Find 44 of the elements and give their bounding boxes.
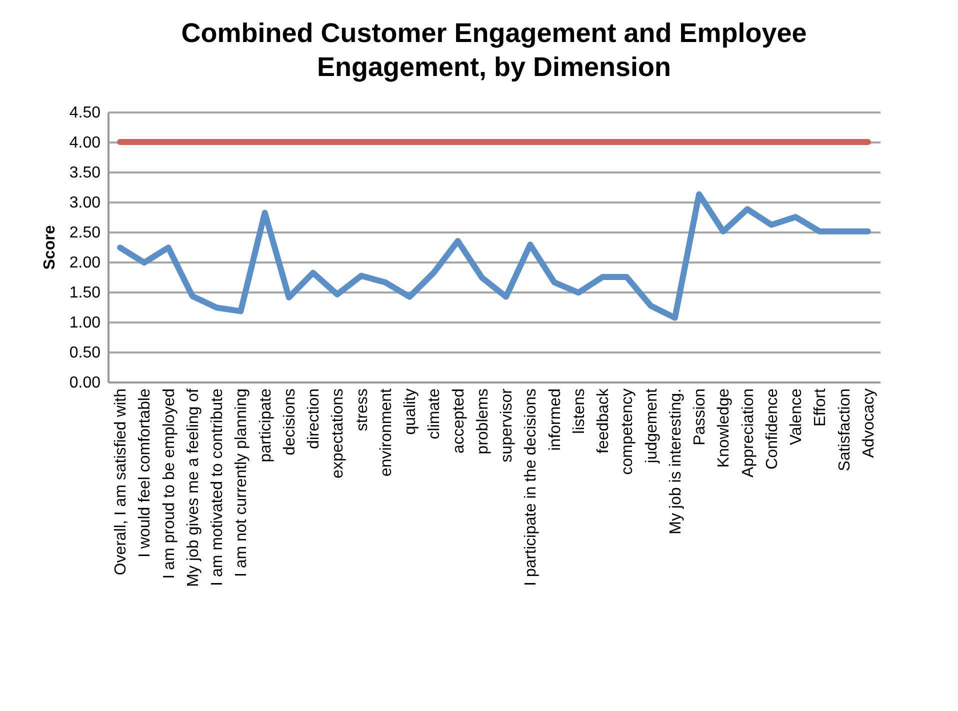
x-tick-label: My job is interesting. (667, 388, 684, 534)
y-tick-label: 0.00 (69, 374, 101, 392)
x-tick-label: Satisfaction (836, 388, 854, 472)
x-tick-label: informed (546, 388, 564, 451)
x-tick-label: I would feel comfortable (136, 388, 154, 558)
x-tick-label: I am motivated to contribute (209, 388, 226, 586)
x-tick-label: competency (619, 388, 636, 475)
x-tick-label: supervisor (498, 388, 516, 462)
y-tick-label: 4.00 (69, 134, 101, 152)
x-tick-label: direction (306, 388, 323, 449)
x-tick-label: Advocacy (860, 388, 878, 458)
x-tick-label: judgement (643, 388, 660, 464)
x-tick-label: I am not currently planning (233, 388, 250, 578)
y-tick-label: 3.50 (69, 164, 101, 182)
x-tick-label: Knowledge (716, 388, 733, 468)
x-tick-label: My job gives me a feeling of (184, 388, 202, 587)
y-tick-label: 2.00 (69, 254, 101, 272)
x-tick-label: participate (257, 388, 274, 462)
y-tick-label: 2.50 (69, 224, 101, 242)
y-tick-label: 0.50 (69, 344, 101, 362)
x-tick-label: problems (474, 388, 492, 454)
y-tick-label: 3.00 (69, 194, 101, 212)
x-tick-label: I am proud to be employed (160, 388, 178, 579)
y-tick-label: 4.50 (69, 104, 101, 122)
x-tick-label: expectations (330, 388, 347, 478)
x-tick-label: feedback (595, 388, 612, 454)
chart-title: Combined Customer Engagement and Employee Engagement, by Dimension (181, 18, 807, 82)
x-tick-label: Confidence (764, 388, 781, 470)
x-tick-label: Passion (692, 388, 709, 446)
x-tick-label: quality (402, 388, 420, 435)
x-tick-label: climate (426, 388, 444, 440)
x-tick-label: I participate in the decisions (522, 388, 540, 586)
x-tick-label: environment (378, 388, 395, 477)
x-tick-label: Effort (812, 388, 830, 426)
y-tick-label: 1.00 (69, 314, 101, 332)
y-axis-title: Score (41, 225, 58, 270)
x-tick-label: Valence (788, 388, 806, 446)
x-tick-label: stress (354, 388, 371, 432)
x-tick-label: Appreciation (740, 388, 757, 478)
x-tick-label: accepted (450, 388, 468, 454)
x-tick-label: decisions (281, 388, 298, 456)
y-tick-label: 1.50 (69, 284, 101, 302)
x-tick-label: listens (570, 388, 588, 434)
x-tick-label: Overall, I am satisfied with (112, 388, 130, 576)
